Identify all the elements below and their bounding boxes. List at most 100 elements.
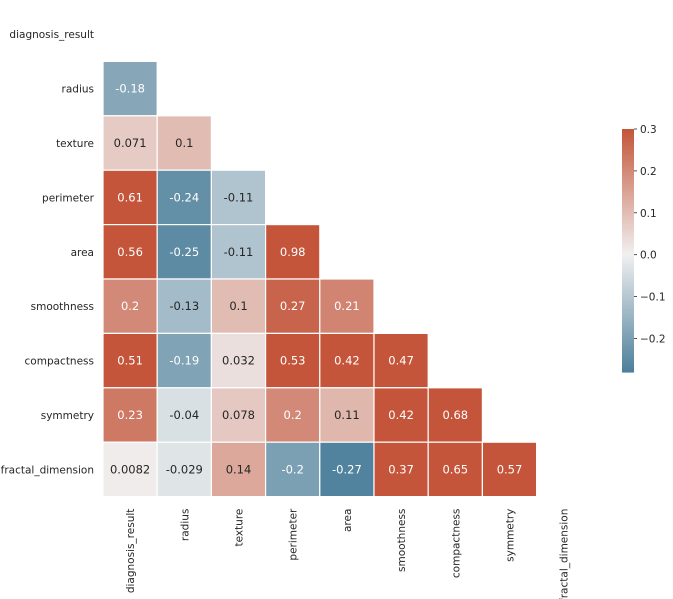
colorbar-gradient-segment [622, 133, 634, 136]
x-tick-label-perimeter: perimeter [288, 508, 300, 561]
colorbar-gradient-segment [622, 288, 634, 292]
colorbar-gradient-segment [622, 216, 634, 219]
heatmap-cell-perimeter-texture [210, 169, 267, 226]
colorbar-gradient-segment [622, 179, 634, 183]
colorbar-gradient-segment [622, 153, 634, 156]
y-tick-label-perimeter: perimeter [42, 192, 95, 204]
heatmap-cell-symmetry-radius [156, 387, 212, 443]
colorbar-gradient-segment [622, 282, 634, 286]
cell-value-label: -0.04 [169, 408, 199, 422]
y-tick-label-diagnosis_result: diagnosis_result [9, 29, 94, 41]
colorbar-gradient-segment [622, 177, 634, 181]
colorbar-gradient-segment [622, 278, 634, 282]
cell-value-label: 0.23 [117, 408, 143, 422]
heatmap-cell-fractal_dimension-compactness [427, 441, 484, 498]
heatmap-cell-compactness-smoothness [373, 332, 429, 389]
colorbar-gradient-segment [622, 339, 634, 343]
colorbar-gradient-segment [622, 367, 634, 371]
colorbar-gradient-segment [622, 205, 634, 209]
heatmap-cell-smoothness-perimeter [265, 278, 321, 335]
colorbar-gradient-segment [622, 333, 634, 337]
colorbar-gradient-segment [622, 331, 634, 335]
y-tick-label-symmetry: symmetry [41, 410, 94, 422]
cell-value-label: 0.0082 [110, 462, 150, 476]
colorbar-gradient-segment [622, 207, 634, 211]
heatmap-cell-texture-diagnosis_result [102, 115, 158, 171]
colorbar-gradient-segment [622, 317, 634, 320]
y-tick-label-radius: radius [62, 84, 94, 96]
colorbar-gradient-segment [622, 244, 634, 248]
colorbar-gradient-segment [622, 343, 634, 347]
colorbar-gradient-segment [622, 161, 634, 165]
colorbar-gradient-segment [622, 345, 634, 349]
colorbar-gradient-segment [622, 210, 634, 213]
colorbar-gradient-segment [622, 242, 634, 246]
x-tick-label-diagnosis_result: diagnosis_result [125, 509, 137, 594]
colorbar-gradient-segment [622, 347, 634, 351]
colorbar-gradient-segment [622, 137, 634, 140]
colorbar-gradient-segment [622, 129, 634, 132]
colorbar-gradient-segment [622, 131, 634, 134]
colorbar-gradient-segment [622, 222, 634, 225]
colorbar-gradient-segment [622, 167, 634, 171]
cell-value-label: 0.37 [388, 462, 414, 476]
colorbar-gradient-segment [622, 230, 634, 233]
colorbar-gradient-segment [622, 361, 634, 365]
heatmap-cell-fractal_dimension-symmetry [481, 441, 538, 498]
colorbar-gradient-segment [622, 246, 634, 250]
colorbar-gradient-segment [622, 135, 634, 138]
cell-value-label: 0.56 [117, 245, 143, 259]
colorbar-gradient-segment [622, 303, 634, 306]
heatmap-cell-compactness-diagnosis_result [102, 332, 158, 389]
y-tick-label-area: area [71, 247, 94, 259]
colorbar-gradient-segment [622, 268, 634, 272]
colorbar-gradient-segment [622, 301, 634, 304]
colorbar-gradient-segment [622, 248, 634, 252]
cell-value-label: 0.2 [121, 299, 139, 313]
y-tick-label-compactness: compactness [25, 356, 94, 368]
colorbar-gradient-segment [622, 262, 634, 266]
x-tick-label-texture: texture [234, 509, 246, 547]
cell-value-label: 0.14 [226, 462, 252, 476]
cell-value-label: 0.42 [334, 354, 360, 368]
colorbar-gradient-segment [622, 203, 634, 207]
colorbar-gradient-segment [622, 165, 634, 169]
x-tick-label-compactness: compactness [450, 509, 462, 578]
colorbar-gradient-segment [622, 311, 634, 314]
colorbar-gradient-segment [622, 264, 634, 268]
colorbar-gradient-segment [622, 147, 634, 150]
cell-value-label: 0.1 [229, 299, 247, 313]
x-tick-label-smoothness: smoothness [396, 509, 408, 572]
colorbar-gradient-segment [622, 151, 634, 154]
cell-value-label: 0.2 [284, 408, 302, 422]
colorbar-gradient-segment [622, 159, 634, 162]
x-axis-tick-labels: diagnosis_result radius texture perimeter ar… [125, 508, 571, 599]
colorbar-gradient-segment [622, 309, 634, 312]
colorbar-gradient-segment [622, 307, 634, 310]
cell-value-label: 0.21 [334, 299, 360, 313]
colorbar-gradient-segment [622, 240, 634, 243]
colorbar-gradient-segment [622, 181, 634, 185]
colorbar-gradient-segment [622, 319, 634, 322]
colorbar-gradient-segment [622, 163, 634, 167]
colorbar-gradient-segment [622, 305, 634, 308]
colorbar-gradient-segment [622, 293, 634, 296]
cell-value-label: -0.11 [224, 245, 254, 259]
colorbar-gradient-segment [622, 280, 634, 284]
colorbar-gradient-segment [622, 313, 634, 316]
cell-value-label: -0.13 [169, 299, 199, 313]
y-tick-label-texture: texture [56, 138, 94, 150]
colorbar-gradient-segment [622, 351, 634, 355]
colorbar-gradient-segment [622, 228, 634, 231]
colorbar-tick-label: −0.2 [640, 333, 666, 345]
cell-value-label: -0.24 [169, 190, 199, 204]
cell-value-label: -0.27 [332, 462, 362, 476]
colorbar-gradient-segment [622, 297, 634, 300]
colorbar-gradient-segment [622, 315, 634, 318]
colorbar-gradient-segment [622, 193, 634, 197]
colorbar-gradient-segment [622, 234, 634, 237]
colorbar-tick-label: 0.2 [640, 166, 657, 178]
heatmap-cell-compactness-perimeter [265, 332, 321, 389]
cell-value-label: 0.1 [175, 136, 193, 150]
